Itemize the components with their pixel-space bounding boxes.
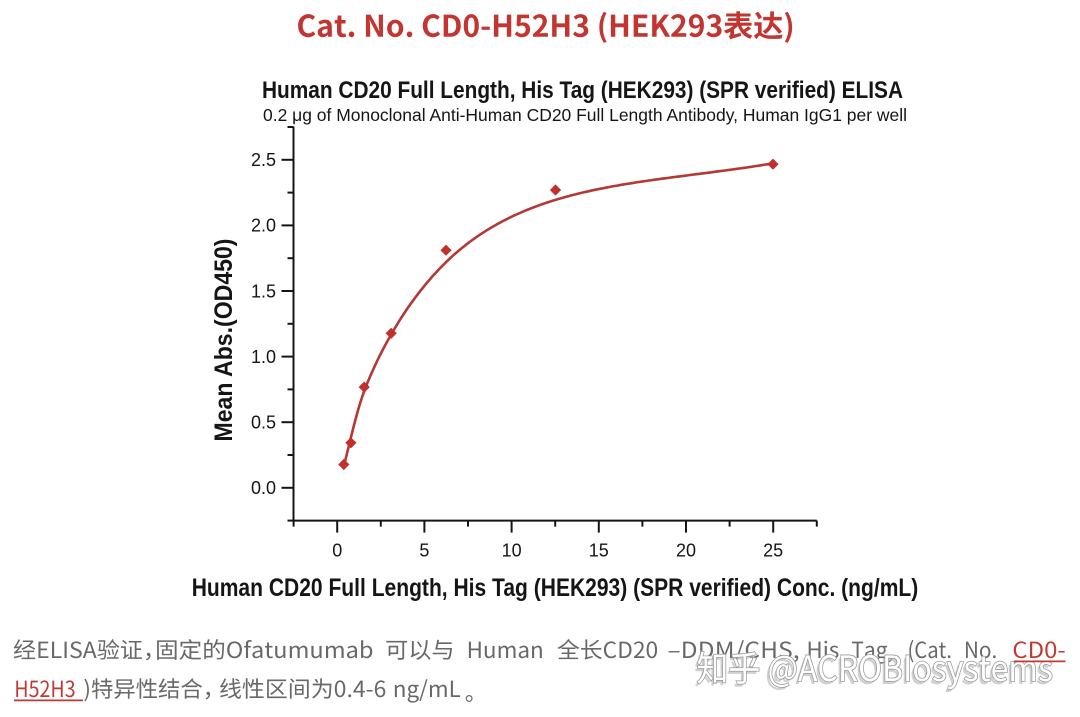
- svg-text:2.5: 2.5: [251, 150, 276, 170]
- svg-text:5: 5: [419, 541, 429, 561]
- svg-text:25: 25: [763, 541, 783, 561]
- svg-text:Human CD20 Full Length, His Ta: Human CD20 Full Length, His Tag (HEK293)…: [262, 77, 903, 104]
- svg-text:0: 0: [332, 541, 342, 561]
- svg-text:1.0: 1.0: [251, 347, 276, 367]
- svg-text:2.0: 2.0: [251, 216, 276, 236]
- svg-text:0.2 μg of Monoclonal Anti-Huma: 0.2 μg of Monoclonal Anti-Human CD20 Ful…: [263, 105, 907, 125]
- svg-text:10: 10: [502, 541, 522, 561]
- svg-text:Mean Abs.(OD450): Mean Abs.(OD450): [210, 239, 238, 442]
- svg-text:1.5: 1.5: [251, 281, 276, 301]
- svg-text:Human CD20 Full Length, His Ta: Human CD20 Full Length, His Tag (HEK293)…: [192, 574, 919, 602]
- svg-text:0.0: 0.0: [251, 478, 276, 498]
- svg-text:20: 20: [676, 541, 696, 561]
- svg-text:15: 15: [589, 541, 609, 561]
- svg-text:0.5: 0.5: [251, 413, 276, 433]
